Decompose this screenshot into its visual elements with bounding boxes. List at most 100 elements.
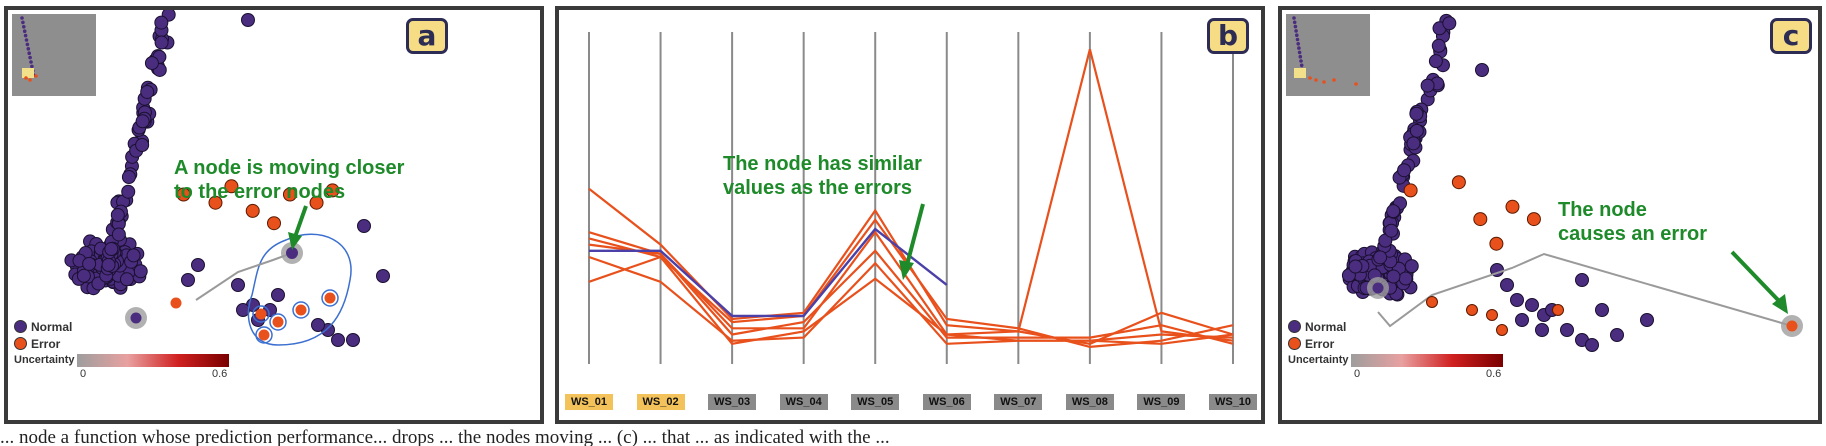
normal-node	[357, 219, 371, 233]
lasso-ring	[255, 326, 273, 344]
error-node	[1552, 304, 1564, 316]
legend-a: Normal Error Uncertainty 0 0.6	[14, 318, 229, 382]
annotation-a: A node is moving closer to the error nod…	[174, 156, 404, 204]
minimap-node	[1299, 63, 1304, 68]
moving-node	[286, 247, 298, 259]
annotation-c-line2: causes an error	[1558, 223, 1707, 245]
scatter-plot-c	[1341, 13, 1803, 352]
minimap-node	[28, 55, 32, 60]
legend-c: Normal Error Uncertainty 0 0.6	[1288, 318, 1503, 382]
trajectory-line	[1377, 252, 1793, 328]
normal-node	[154, 35, 169, 50]
minimap-node	[1292, 16, 1296, 20]
normal-node	[231, 278, 245, 292]
axis-tag-ws-06[interactable]: WS_06	[922, 394, 971, 410]
error-node	[245, 203, 260, 218]
annotation-b: The node has similar values as the error…	[723, 152, 922, 200]
panel-label-a: a	[406, 18, 448, 54]
error-series-line	[588, 217, 1234, 349]
uncertainty-gradient	[1350, 353, 1503, 367]
minimap-viewport	[22, 68, 34, 78]
error-node	[272, 316, 284, 328]
normal-node	[1500, 278, 1514, 292]
minimap-node	[1299, 59, 1303, 63]
minimap-node	[1295, 37, 1300, 42]
legend-error-label: Error	[31, 336, 61, 351]
normal-node	[1610, 328, 1624, 342]
axis-tag-ws-10[interactable]: WS_10	[1209, 394, 1257, 410]
panel-b-parallel-coordinates: b The node has similar values as the err…	[555, 6, 1265, 424]
normal-node	[236, 303, 250, 317]
error-node	[258, 329, 270, 341]
annotation-arrow-a	[293, 205, 308, 238]
selected-node-line	[589, 227, 948, 318]
axis-tag-ws-07[interactable]: WS_07	[994, 394, 1043, 410]
normal-node	[346, 333, 360, 347]
annotation-arrowhead-c	[1772, 294, 1788, 314]
figure-caption: ... node a function whose prediction per…	[0, 427, 890, 446]
uncertainty-tick-max: 0.6	[1486, 368, 1502, 380]
normal-node	[110, 207, 125, 222]
error-node	[1526, 212, 1541, 227]
normal-node	[101, 257, 116, 272]
axis-tag-ws-03[interactable]: WS_03	[708, 394, 757, 410]
annotation-arrowhead-a	[288, 232, 302, 250]
normal-node	[76, 268, 91, 283]
error-node	[1473, 212, 1488, 227]
axis-tag-ws-04[interactable]: WS_04	[779, 394, 828, 410]
uncertainty-gradient	[76, 353, 229, 367]
minimap-node	[1332, 78, 1336, 82]
normal-node	[1348, 259, 1363, 274]
minimap-node	[28, 78, 32, 82]
error-node	[224, 179, 239, 194]
minimap-node	[34, 74, 38, 78]
minimap-node	[20, 16, 24, 20]
normal-node	[1373, 250, 1388, 265]
normal-node	[1585, 338, 1599, 352]
parallel-coordinates-plot	[588, 32, 1234, 364]
normal-node	[1475, 63, 1489, 77]
minimap-node	[24, 38, 29, 42]
error-node	[282, 187, 297, 202]
minimap-node	[1297, 50, 1302, 55]
error-node	[208, 195, 223, 210]
error-series-line	[588, 237, 1234, 345]
lasso-ring	[252, 305, 270, 323]
minimap-node	[1314, 78, 1318, 82]
normal-node	[376, 269, 390, 283]
axis-tag-ws-05[interactable]: WS_05	[851, 394, 900, 410]
axis-tag-ws-09[interactable]: WS_09	[1137, 394, 1186, 410]
normal-node	[140, 84, 155, 99]
uncertainty-tick-max: 0.6	[212, 368, 228, 380]
normal-node	[1525, 298, 1539, 312]
normal-node	[271, 288, 285, 302]
annotation-a-line2: to the error nodes	[174, 181, 346, 203]
uncertainty-tick-min: 0	[80, 368, 87, 380]
error-legend-dot	[14, 337, 27, 350]
minimap-a[interactable]	[12, 14, 96, 96]
moved-node	[1786, 320, 1798, 332]
lasso-ring	[321, 289, 339, 307]
error-node	[295, 304, 307, 316]
normal-node	[1442, 16, 1457, 31]
error-node	[255, 308, 267, 320]
minimap-node	[1322, 80, 1326, 84]
normal-node	[1406, 136, 1421, 151]
normal-node	[1404, 259, 1419, 274]
minimap-node	[22, 29, 27, 33]
start-node	[130, 312, 142, 324]
normal-node	[1431, 38, 1446, 53]
minimap-c[interactable]	[1286, 14, 1370, 96]
error-series-line	[588, 255, 1234, 345]
normal-node	[311, 318, 325, 332]
axis-tag-ws-01[interactable]: WS_01	[565, 394, 613, 410]
axis-tag-ws-08[interactable]: WS_08	[1065, 394, 1114, 410]
minimap-node	[1292, 20, 1297, 25]
annotation-arrow-b	[905, 203, 925, 266]
normal-node	[1595, 303, 1609, 317]
annotation-c-line1: The node	[1558, 199, 1647, 221]
lasso-ring	[269, 313, 287, 331]
annotation-b-line2: values as the errors	[723, 177, 912, 199]
axis-tag-ws-02[interactable]: WS_02	[636, 394, 685, 410]
minimap-node	[24, 76, 28, 80]
